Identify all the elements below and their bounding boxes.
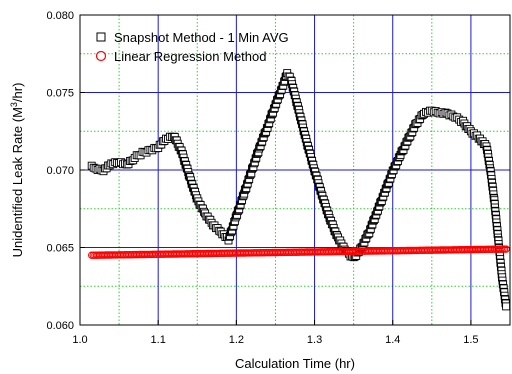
data-series <box>87 69 511 311</box>
legend-marker-snapshot <box>96 32 106 42</box>
x-tick-label: 1.1 <box>151 334 166 346</box>
regression-point <box>502 245 510 253</box>
legend-marker-regression <box>95 50 107 62</box>
x-tick-label: 1.3 <box>307 334 322 346</box>
x-tick-label: 1.4 <box>385 334 400 346</box>
y-tick-label: 0.060 <box>46 320 74 332</box>
snapshot-point <box>502 302 511 311</box>
legend-label-snapshot: Snapshot Method - 1 Min AVG <box>114 30 289 45</box>
y-axis-label: Unidentified Leak Rate (M3/hr) <box>9 83 25 258</box>
y-tick-label: 0.065 <box>46 243 74 255</box>
y-tick-label: 0.080 <box>46 10 74 22</box>
axis-ticks: 1.0 1.1 1.2 1.3 1.4 1.5 0.060 0.065 0.070 0.075 0.… <box>46 10 478 346</box>
y-tick-label: 0.075 <box>46 88 74 100</box>
x-axis-label: Calculation Time (hr) <box>235 356 355 371</box>
x-tick-label: 1.5 <box>463 334 478 346</box>
x-tick-label: 1.2 <box>229 334 244 346</box>
x-tick-label: 1.0 <box>72 334 87 346</box>
legend-label-regression: Linear Regression Method <box>114 49 266 64</box>
legend: Snapshot Method - 1 Min AVG Linear Regre… <box>95 30 289 64</box>
y-tick-label: 0.070 <box>46 165 74 177</box>
